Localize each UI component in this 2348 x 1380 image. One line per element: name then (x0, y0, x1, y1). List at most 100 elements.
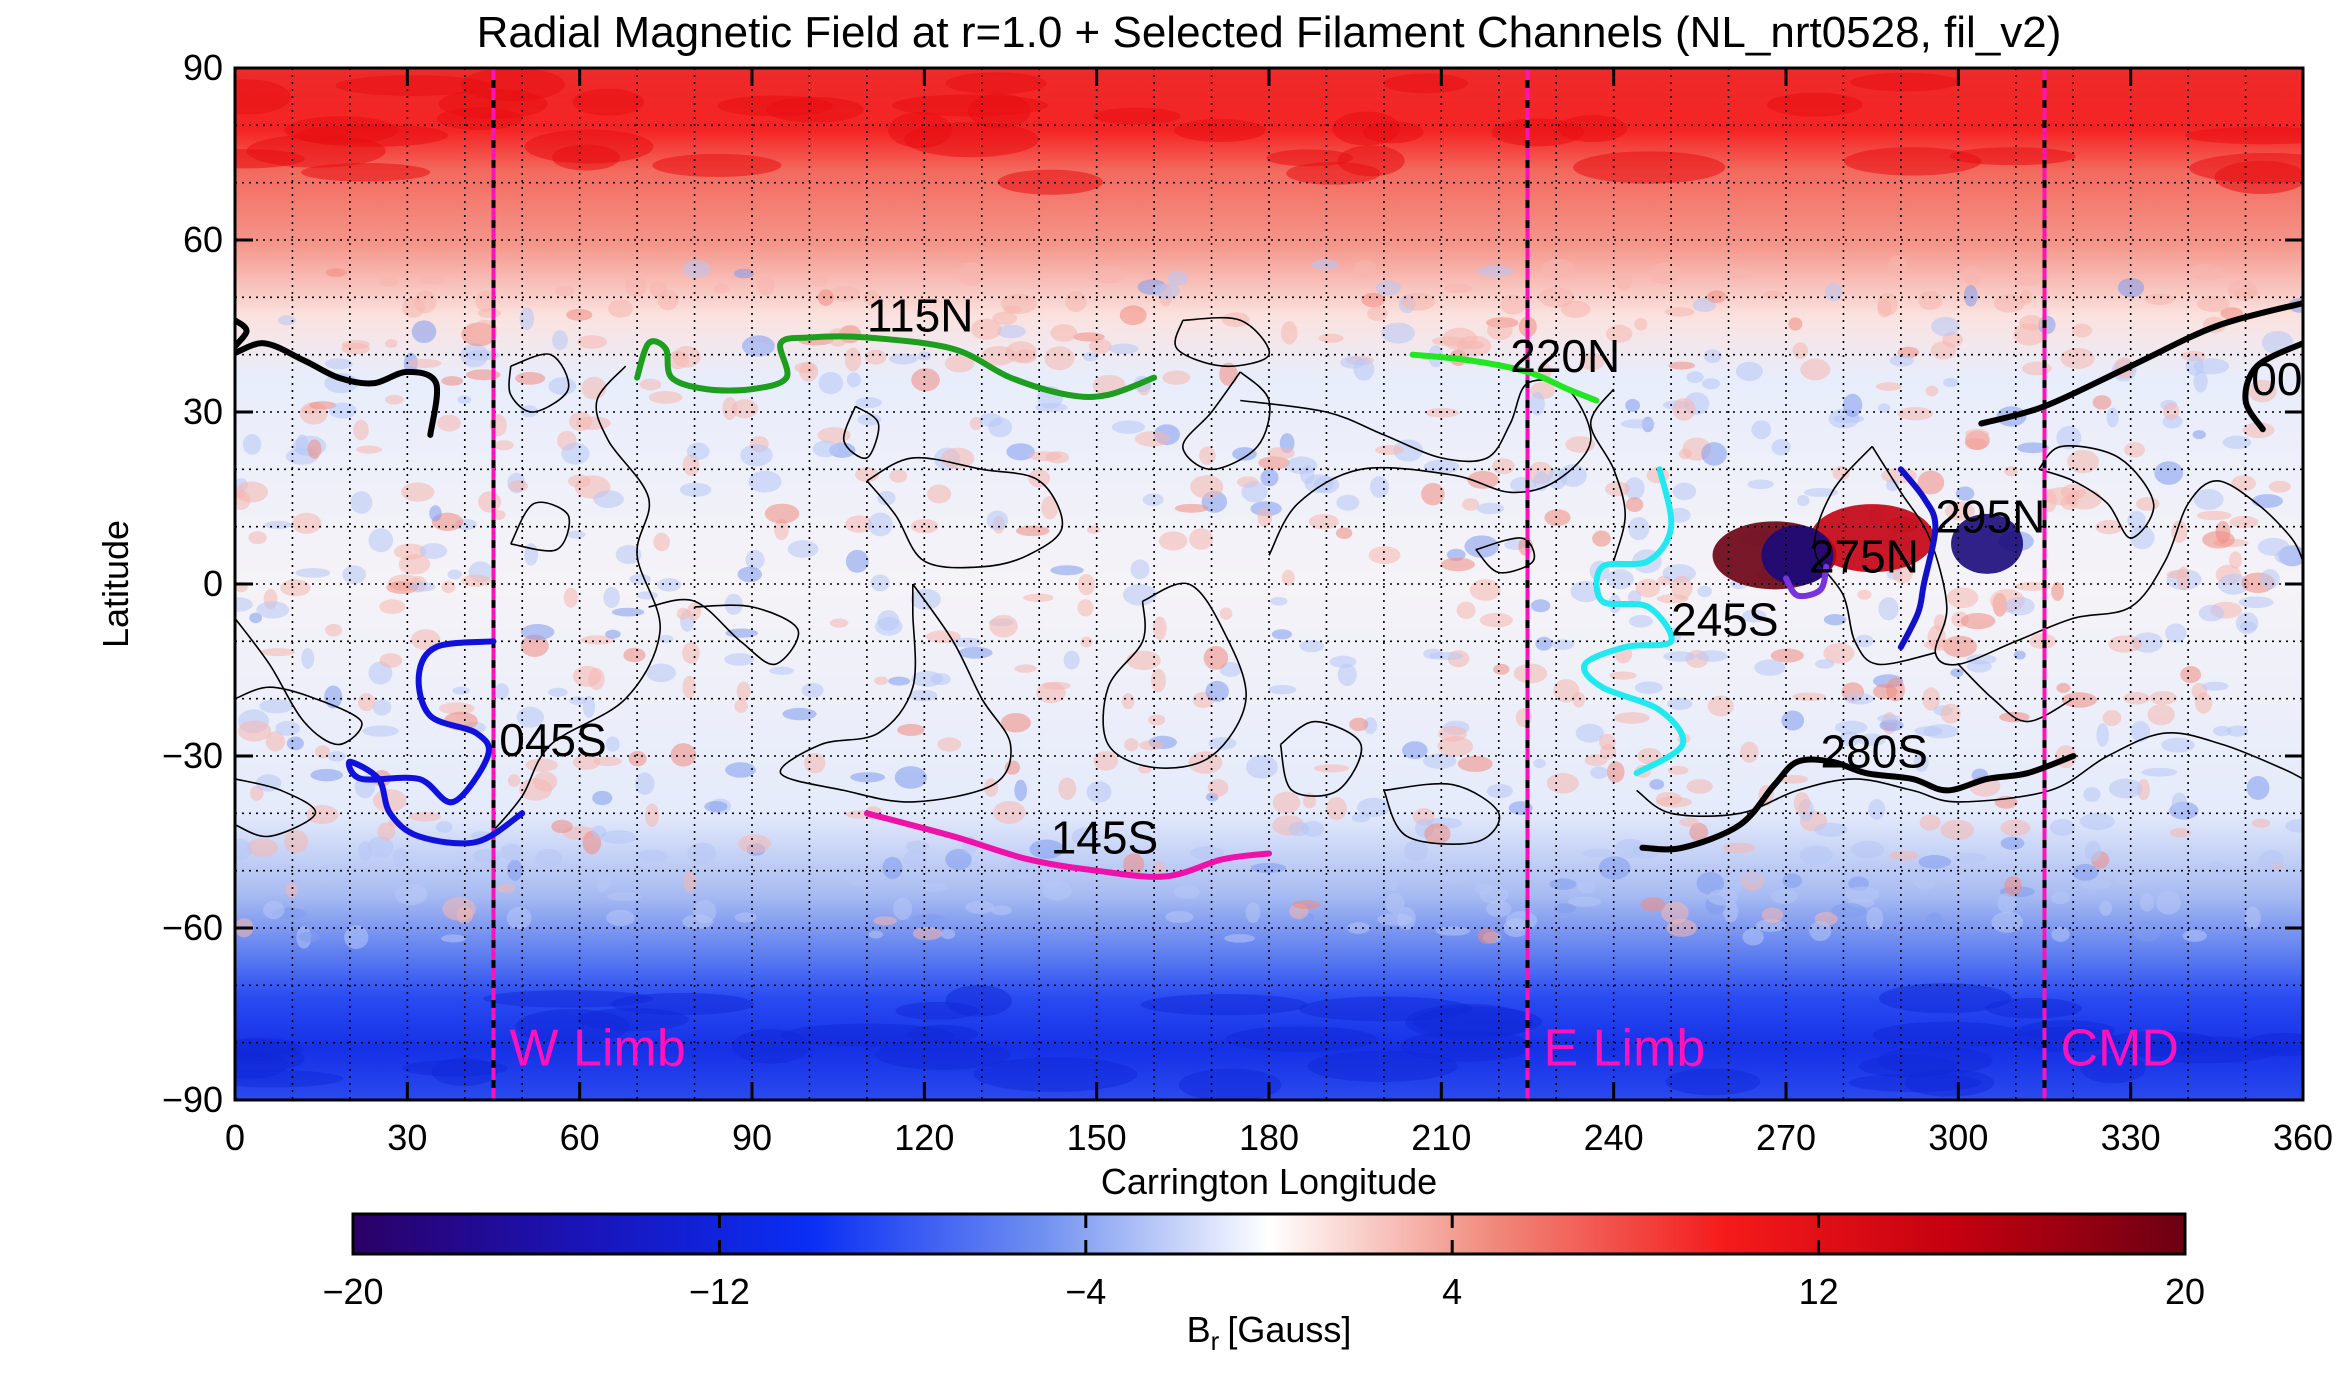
field-speckle (1203, 645, 1229, 670)
field-speckle (1649, 262, 1681, 285)
field-speckle (563, 587, 578, 608)
field-speckle (1692, 297, 1716, 313)
field-speckle (2198, 604, 2225, 622)
field-speckle (1313, 764, 1350, 773)
polar-field-feature (1140, 994, 1308, 1016)
field-speckle (235, 838, 253, 861)
field-speckle (683, 870, 697, 893)
field-speckle (1547, 468, 1568, 490)
field-speckle (1551, 639, 1575, 650)
field-speckle (2056, 682, 2071, 694)
field-speckle (818, 372, 844, 395)
field-speckle (2061, 692, 2098, 708)
field-speckle (2169, 827, 2192, 838)
field-speckle (1960, 612, 1996, 630)
field-speckle (725, 762, 756, 778)
filament-label: 045S (499, 714, 606, 766)
field-speckle (520, 634, 549, 657)
field-speckle (965, 900, 995, 914)
field-speckle (1803, 487, 1839, 497)
field-speckle (1173, 885, 1200, 899)
field-speckle (1190, 475, 1224, 499)
field-speckle (1751, 420, 1772, 440)
y-tick-label: 60 (183, 219, 223, 260)
polarity-inversion-line (1102, 582, 1247, 769)
field-speckle (874, 617, 903, 636)
field-speckle (734, 912, 757, 923)
field-speckle (2124, 442, 2146, 458)
field-speckle (2231, 475, 2256, 492)
field-speckle (1347, 922, 1371, 934)
field-speckle (1672, 482, 1697, 501)
field-speckle (2114, 872, 2147, 886)
field-speckle (1796, 495, 1810, 507)
field-speckle (519, 307, 535, 331)
field-speckle (2139, 893, 2155, 912)
field-speckle (1842, 393, 1863, 417)
field-speckle (2274, 549, 2299, 564)
filament-label: 000N (2251, 353, 2348, 405)
field-speckle (1701, 378, 1721, 390)
field-speckle (628, 750, 647, 767)
field-speckle (1003, 305, 1022, 314)
field-speckle (494, 683, 510, 700)
field-speckle (986, 510, 1009, 531)
polarity-inversion-line (1475, 537, 1536, 574)
field-speckle (686, 442, 710, 460)
field-speckle (516, 706, 545, 728)
field-speckle (1286, 456, 1318, 475)
field-speckle (897, 723, 925, 736)
meridian-labels: W Limb E Limb CMD (510, 1020, 2179, 1078)
field-speckle (286, 736, 304, 751)
field-speckle (734, 699, 748, 713)
field-speckle (379, 653, 403, 668)
field-speckle (1535, 636, 1553, 651)
field-speckle (829, 618, 849, 628)
x-tick-label: 0 (225, 1117, 245, 1158)
field-speckle (1925, 385, 1939, 397)
field-speckle (1058, 777, 1077, 801)
filament-channel-line (634, 333, 1158, 400)
field-speckle (1955, 486, 1975, 501)
field-speckle (1224, 934, 1255, 943)
field-speckle (855, 397, 882, 409)
field-speckle (1686, 371, 1704, 383)
field-speckle (350, 491, 373, 514)
field-speckle (1755, 919, 1786, 932)
field-speckle (591, 825, 607, 838)
field-speckle (2017, 442, 2049, 454)
field-speckle (1491, 458, 1515, 475)
field-speckle (1707, 695, 1734, 717)
field-speckle (682, 642, 700, 664)
field-speckle (1747, 479, 1774, 490)
field-speckle (1479, 612, 1513, 628)
polar-field-feature (2244, 1032, 2303, 1057)
field-speckle (385, 394, 404, 405)
field-speckle (2165, 623, 2187, 643)
field-speckle (722, 396, 738, 420)
field-speckle (1477, 265, 1513, 277)
colorbar: −20 −12 −4 4 12 20 Br [Gauss] (322, 1212, 2205, 1356)
field-speckle (1429, 651, 1464, 661)
polarity-inversion-line (1636, 732, 2303, 817)
field-speckle (2000, 819, 2031, 837)
field-speckle (2251, 818, 2271, 828)
field-speckle (1605, 324, 1633, 343)
field-speckle (2222, 435, 2252, 449)
field-speckle (957, 262, 984, 286)
field-speckle (1782, 873, 1803, 888)
field-speckle (724, 653, 755, 666)
colorbar-tick-label: 4 (1442, 1271, 1462, 1312)
field-speckle (1353, 260, 1377, 278)
field-speckle (2242, 422, 2275, 439)
field-speckle (1577, 881, 1596, 894)
polar-field-feature (1872, 1021, 2024, 1048)
field-speckle (1122, 584, 1157, 606)
field-speckle (235, 597, 253, 612)
field-speckle (625, 277, 647, 298)
field-speckle (1943, 377, 1959, 388)
field-speckle (367, 836, 394, 859)
field-speckle (774, 518, 789, 541)
field-speckle (568, 696, 587, 706)
field-speckle (1625, 398, 1640, 412)
